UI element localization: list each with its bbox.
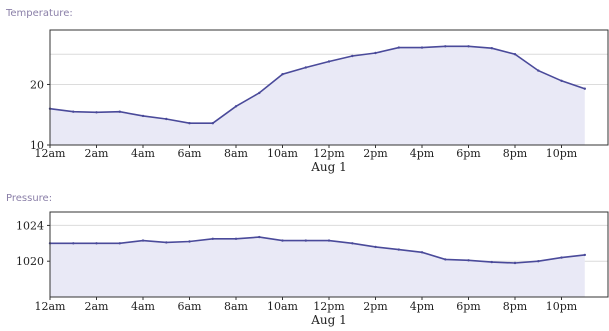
temperature-x-tick-label: 4pm [410,147,435,160]
temperature-y-tick-label: 20 [30,78,44,91]
temperature-data-point [188,122,191,125]
temperature-data-point [211,122,214,125]
pressure-x-tick-label: 4pm [410,300,435,313]
pressure-y-tick-label: 1020 [16,255,44,268]
pressure-data-point [560,256,563,259]
pressure-data-point [234,237,238,240]
pressure-data-point [444,258,447,261]
pressure-data-point [351,242,354,245]
pressure-data-point [537,260,540,263]
temperature-x-tick-label: 8pm [503,147,528,160]
temperature-x-tick-label: 6pm [456,147,481,160]
temperature-y-tick-label: 10 [30,139,44,152]
pressure-data-point [397,248,400,251]
temperature-area [50,46,585,145]
pressure-data-point [490,260,493,264]
pressure-data-point [258,235,261,239]
pressure-x-tick-label: 4am [131,300,156,313]
temperature-data-point [72,110,75,113]
temperature-x-tick-label: 10am [267,147,299,160]
pressure-x-tick-label: 10pm [546,300,578,313]
temperature-data-point [420,46,424,49]
temperature-data-point [351,54,354,58]
pressure-data-point [95,242,98,245]
temperature-x-tick-label: 6am [178,147,203,160]
pressure-data-point [141,239,145,242]
pressure-y-tick-label: 1024 [16,219,44,232]
pressure-x-tick-label: 2am [85,300,110,313]
pressure-x-tick-label: 12am [35,300,67,313]
pressure-data-point [583,253,586,257]
temperature-x-tick-label: 8am [224,147,249,160]
pressure-data-point [118,242,122,245]
temperature-data-point [374,51,377,55]
temperature-data-point [281,73,284,76]
pressure-x-tick-label: 6pm [456,300,481,313]
temperature-x-tick-label: 4am [131,147,156,160]
temperature-data-point [327,60,331,63]
temperature-data-point [118,110,122,113]
temperature-data-point [258,91,261,95]
temperature-date-label: Aug 1 [310,160,347,174]
temperature-data-point [537,69,540,72]
temperature-data-point [467,45,470,48]
pressure-x-tick-label: 10am [267,300,299,313]
temperature-x-tick-label: 12am [35,147,67,160]
temperature-data-point [95,111,98,114]
temperature-data-point [444,45,447,48]
pressure-date-label: Aug 1 [310,313,347,327]
pressure-data-point [374,245,377,249]
temperature-data-point [397,46,400,49]
pressure-area [50,237,585,297]
pressure-x-tick-label: 12pm [313,300,345,313]
temperature-data-point [165,117,168,121]
pressure-data-point [513,261,517,265]
temperature-x-tick-label: 12pm [313,147,345,160]
temperature-x-tick-label: 10pm [546,147,578,160]
temperature-data-point [141,114,145,118]
pressure-data-point [304,239,307,242]
pressure-x-tick-label: 8am [224,300,249,313]
pressure-data-point [281,239,284,242]
pressure-data-point [188,240,191,243]
pressure-data-point [72,242,75,245]
temperature-series-line [49,45,586,124]
temperature-x-tick-label: 2pm [363,147,388,160]
pressure-data-point [165,241,168,244]
pressure-data-point [327,239,331,242]
temperature-data-point [304,66,307,69]
pressure-data-point [467,259,470,262]
temperature-data-point [490,47,493,50]
pressure-data-point [420,251,424,254]
temperature-data-point [234,105,238,108]
temperature-chart-label: Temperature: [6,8,73,19]
temperature-x-tick-label: 2am [85,147,110,160]
pressure-chart-label: Pressure: [6,193,53,204]
pressure-x-tick-label: 8pm [503,300,528,313]
pressure-series-line [50,236,585,264]
temperature-data-point [583,87,586,90]
pressure-x-tick-label: 2pm [363,300,388,313]
temperature-data-point [513,53,517,56]
pressure-x-tick-label: 6am [178,300,203,313]
pressure-data-point [211,237,214,240]
temperature-data-point [560,79,563,83]
